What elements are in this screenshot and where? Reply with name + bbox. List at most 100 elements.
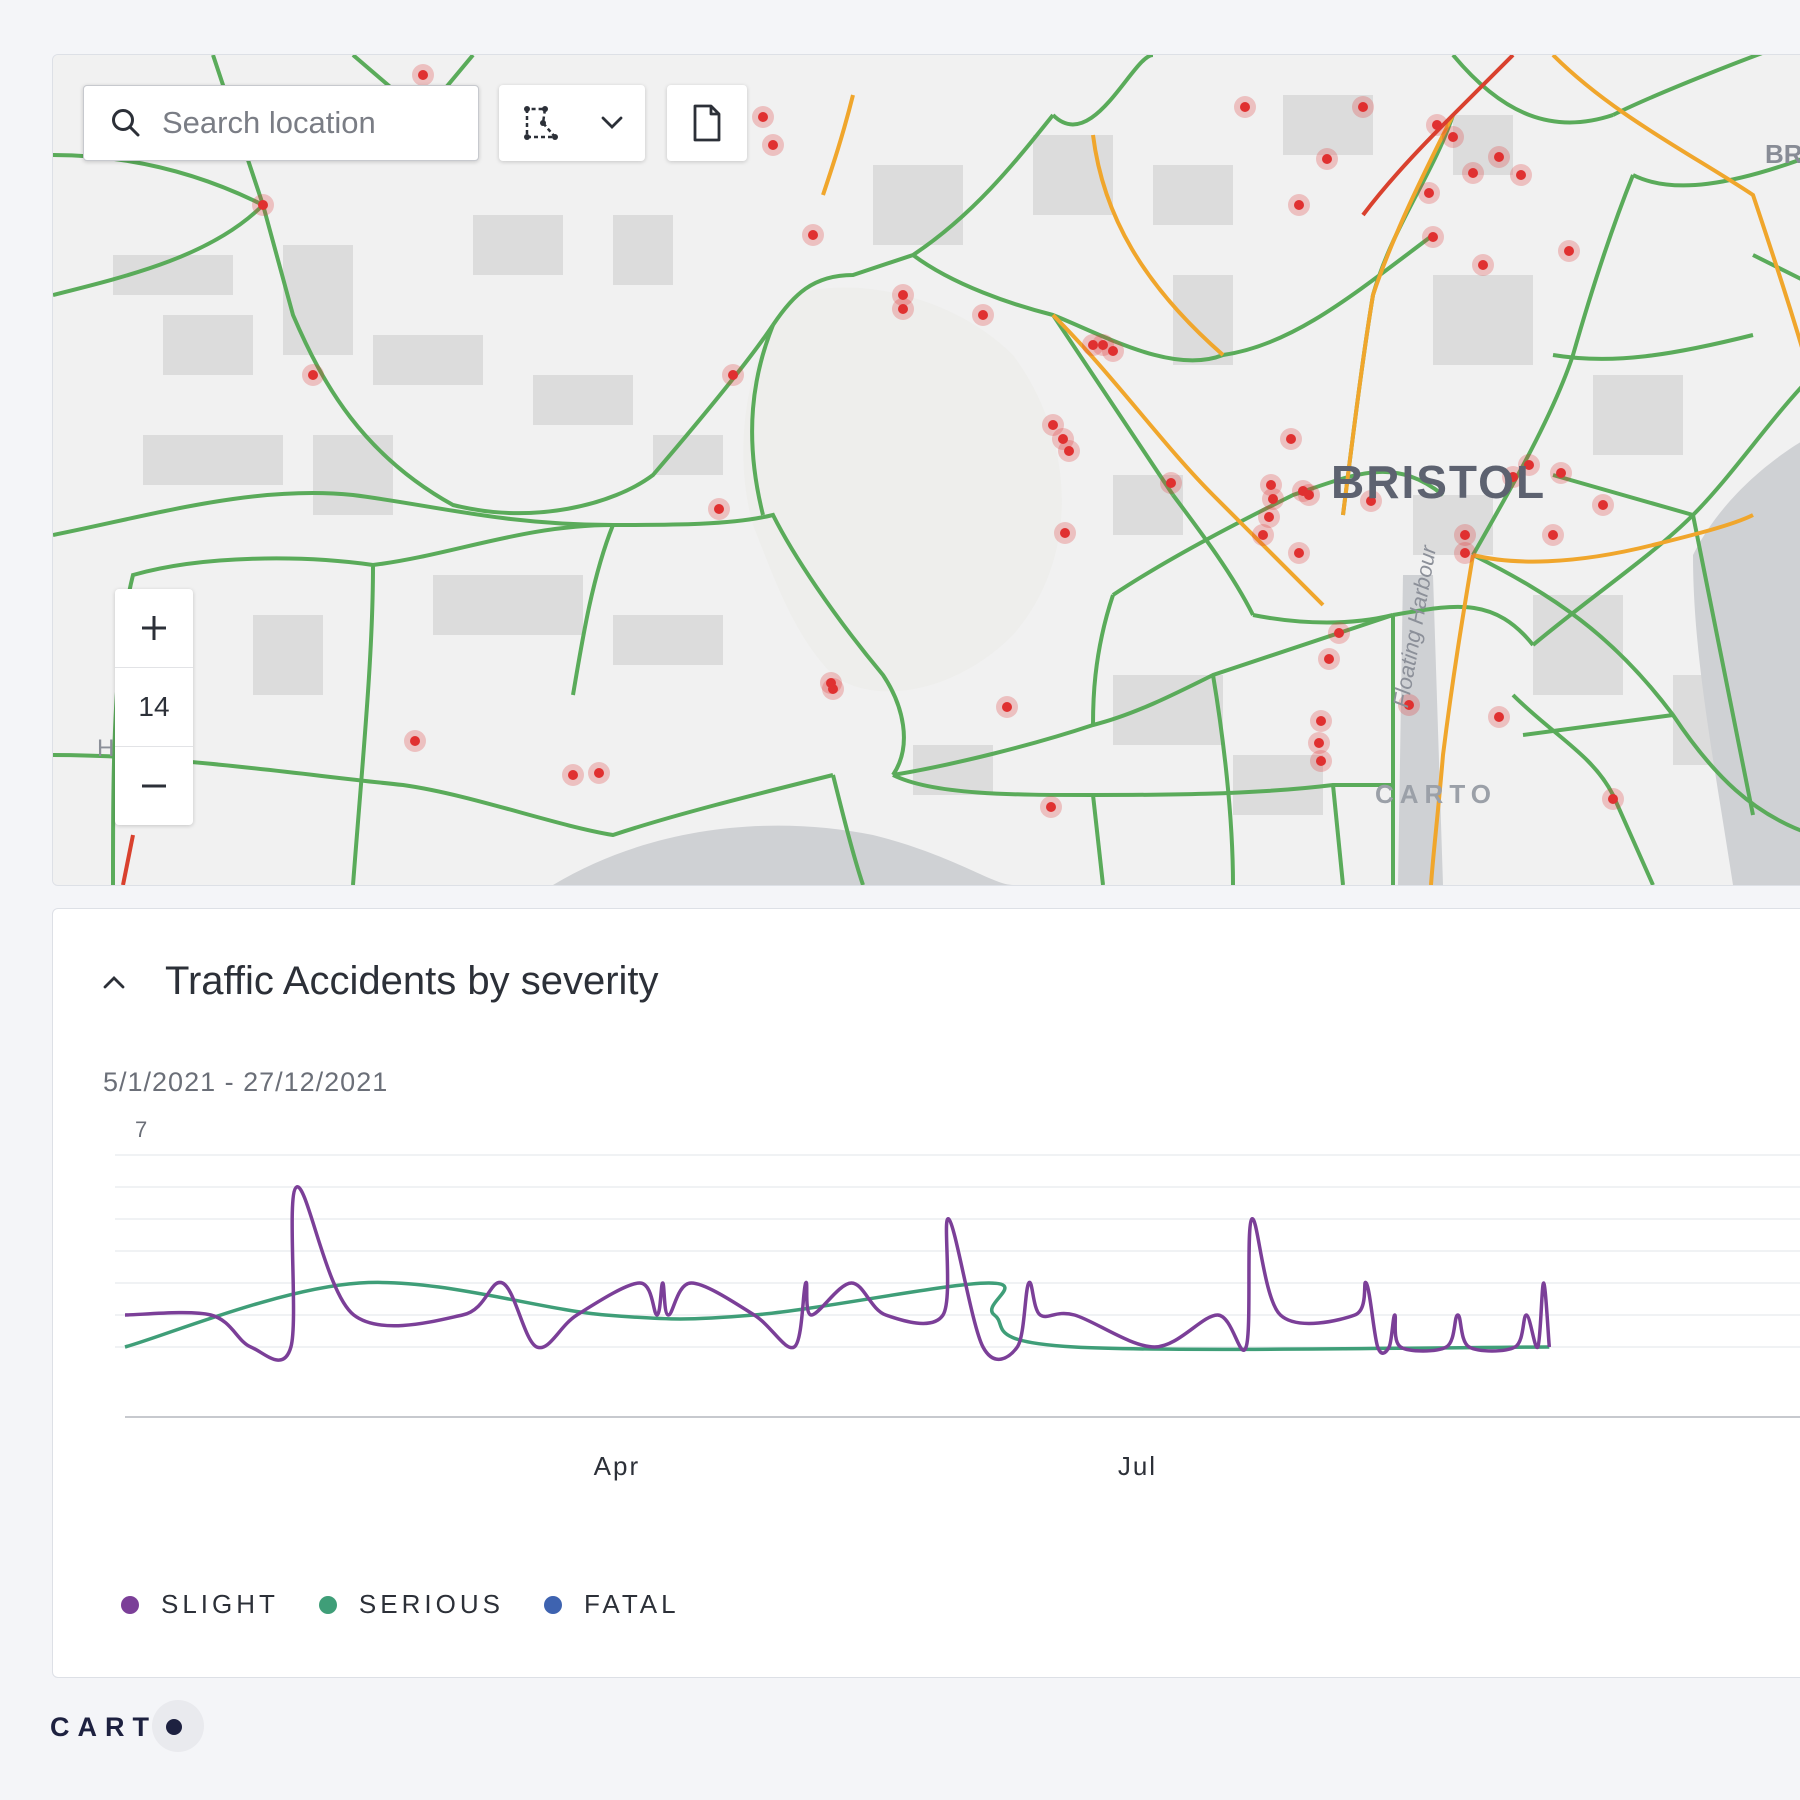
accident-point[interactable]	[1460, 530, 1470, 540]
polygon-select-icon	[524, 106, 558, 140]
accident-point[interactable]	[418, 70, 428, 80]
series-line-slight[interactable]	[124, 1185, 1552, 1362]
accident-point[interactable]	[308, 370, 318, 380]
file-button[interactable]	[667, 85, 747, 161]
accident-point[interactable]	[1258, 530, 1268, 540]
accident-point[interactable]	[1324, 654, 1334, 664]
accident-point[interactable]	[1366, 496, 1376, 506]
accident-point[interactable]	[826, 678, 836, 688]
accident-point[interactable]	[1088, 340, 1098, 350]
accident-point[interactable]	[1608, 794, 1618, 804]
legend-label: SERIOUS	[358, 1589, 504, 1619]
accident-point[interactable]	[1468, 168, 1478, 178]
accident-point[interactable]	[1294, 200, 1304, 210]
widget-title: Traffic Accidents by severity	[165, 959, 659, 1003]
accident-point[interactable]	[594, 768, 604, 778]
accident-point[interactable]	[1358, 102, 1368, 112]
search-icon	[112, 109, 140, 137]
accident-point[interactable]	[1334, 628, 1344, 638]
legend-item-fatal[interactable]: FATAL	[543, 1589, 680, 1620]
accident-point[interactable]	[568, 770, 578, 780]
accident-point[interactable]	[1060, 528, 1070, 538]
plus-icon	[142, 616, 166, 640]
accident-point[interactable]	[1448, 132, 1458, 142]
chevron-up-icon[interactable]	[103, 975, 125, 989]
accident-point[interactable]	[1166, 478, 1176, 488]
map-watermark: CARTO	[1375, 779, 1497, 809]
accident-point[interactable]	[1516, 170, 1526, 180]
search-input[interactable]	[160, 104, 464, 142]
accident-point[interactable]	[1460, 548, 1470, 558]
chart-legend: SLIGHT SERIOUS FATAL	[121, 1589, 720, 1620]
accident-points-layer[interactable]	[136, 64, 1624, 818]
map-canvas[interactable]	[53, 55, 1800, 885]
accident-point[interactable]	[1556, 468, 1566, 478]
legend-item-slight[interactable]: SLIGHT	[121, 1589, 279, 1620]
accident-point[interactable]	[1322, 154, 1332, 164]
accident-point[interactable]	[1314, 738, 1324, 748]
accident-point[interactable]	[728, 370, 738, 380]
file-icon	[693, 104, 721, 142]
accident-point[interactable]	[1058, 434, 1068, 444]
accident-point[interactable]	[1428, 232, 1438, 242]
legend-swatch	[543, 1595, 562, 1614]
chart-grid	[115, 1154, 1800, 1348]
accident-point[interactable]	[714, 504, 724, 514]
time-series-chart[interactable]: 7 Apr Jul	[53, 1109, 1800, 1529]
legend-item-serious[interactable]: SERIOUS	[318, 1589, 504, 1620]
draw-tool-dropdown[interactable]	[499, 85, 645, 161]
logo-dot	[166, 1719, 182, 1735]
accident-point[interactable]	[1494, 712, 1504, 722]
accident-point[interactable]	[808, 230, 818, 240]
accident-point[interactable]	[1508, 472, 1518, 482]
accident-point[interactable]	[1304, 490, 1314, 500]
accident-point[interactable]	[1564, 246, 1574, 256]
date-range: 5/1/2021 - 27/12/2021	[103, 1067, 389, 1097]
accident-point[interactable]	[1108, 346, 1118, 356]
legend-swatch	[318, 1595, 337, 1614]
y-tick-label: 7	[135, 1117, 147, 1142]
x-tick-label: Jul	[1118, 1451, 1157, 1481]
map-view[interactable]: BRISTOL BR H ELLS Floating Harbour CARTO	[52, 54, 1800, 886]
accident-point[interactable]	[1268, 494, 1278, 504]
accident-point[interactable]	[978, 310, 988, 320]
accident-point[interactable]	[1240, 102, 1250, 112]
accident-point[interactable]	[768, 140, 778, 150]
chart-axes: 7 Apr Jul	[125, 1117, 1800, 1481]
x-tick-label: Apr	[594, 1451, 640, 1481]
accident-point[interactable]	[1316, 756, 1326, 766]
accident-point[interactable]	[1002, 702, 1012, 712]
accident-point[interactable]	[1098, 340, 1108, 350]
minus-icon	[142, 784, 166, 788]
series-line-serious[interactable]	[124, 1280, 1550, 1352]
accident-point[interactable]	[758, 112, 768, 122]
accident-point[interactable]	[1432, 120, 1442, 130]
accident-point[interactable]	[898, 304, 908, 314]
accident-point[interactable]	[1494, 152, 1504, 162]
accident-point[interactable]	[1524, 460, 1534, 470]
accident-point[interactable]	[1048, 420, 1058, 430]
zoom-in-button[interactable]	[115, 589, 193, 667]
accident-point[interactable]	[1424, 188, 1434, 198]
accident-point[interactable]	[1404, 700, 1414, 710]
accident-point[interactable]	[1316, 716, 1326, 726]
accident-point[interactable]	[1264, 512, 1274, 522]
widget-header[interactable]: Traffic Accidents by severity	[103, 959, 659, 1004]
accident-point[interactable]	[1548, 530, 1558, 540]
accident-point[interactable]	[1266, 480, 1276, 490]
legend-swatch	[121, 1595, 139, 1614]
accident-point[interactable]	[1286, 434, 1296, 444]
zoom-out-button[interactable]	[115, 747, 193, 825]
accident-point[interactable]	[1046, 802, 1056, 812]
chevron-down-icon	[601, 116, 623, 129]
accident-point[interactable]	[1478, 260, 1488, 270]
accident-point[interactable]	[1598, 500, 1608, 510]
accident-point[interactable]	[898, 290, 908, 300]
zoom-control: 14	[115, 589, 193, 825]
accident-point[interactable]	[258, 200, 268, 210]
city-label: BRISTOL	[1331, 456, 1547, 508]
accident-point[interactable]	[1064, 446, 1074, 456]
accident-point[interactable]	[1294, 548, 1304, 558]
accident-point[interactable]	[410, 736, 420, 746]
search-box[interactable]	[83, 85, 479, 161]
